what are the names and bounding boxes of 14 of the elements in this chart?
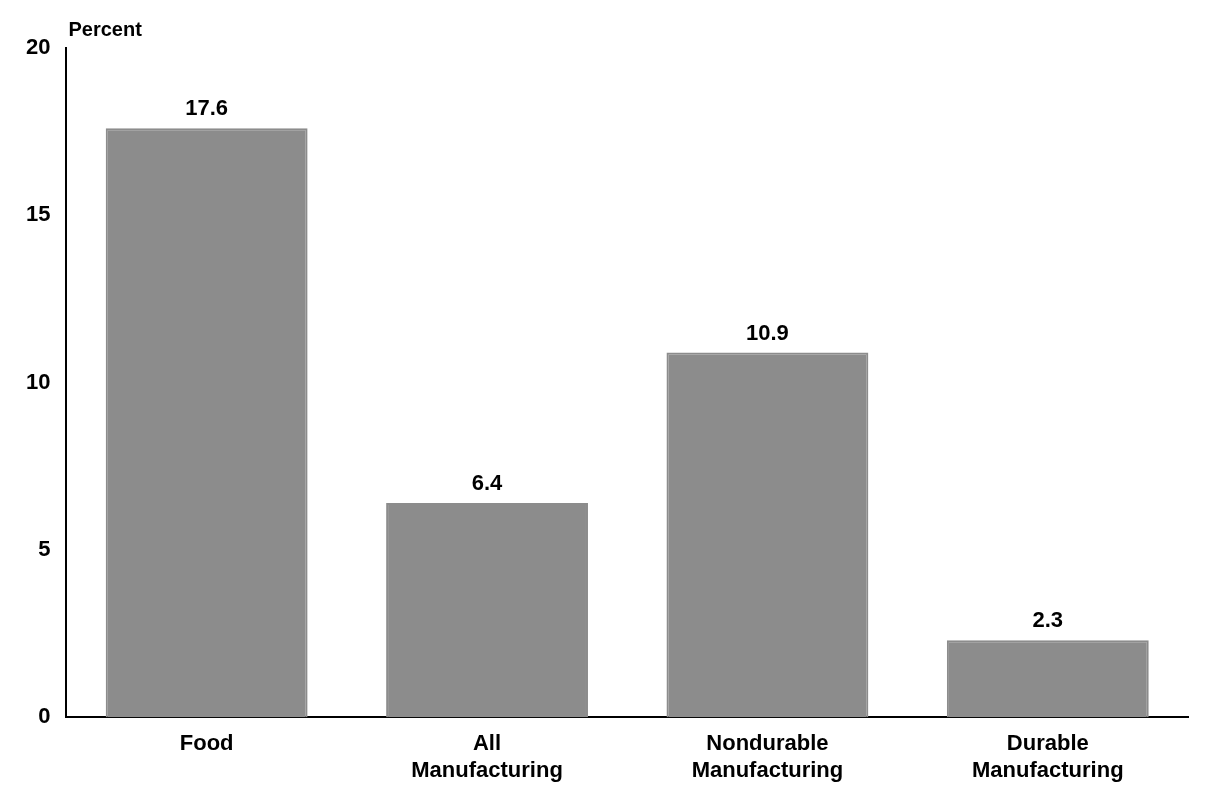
y-axis-title: Percent: [68, 17, 143, 40]
data-label: 6.4: [471, 470, 504, 496]
data-label: 17.6: [185, 95, 229, 121]
data-label: 2.3: [1032, 607, 1064, 633]
y-tick-label: 0: [38, 703, 51, 729]
y-tick-label: 10: [25, 368, 51, 394]
x-tick-label: Nondurable Manufacturing: [691, 730, 844, 782]
x-tick-label: Food: [179, 730, 234, 756]
y-tick-label: 20: [25, 34, 51, 60]
y-tick-label: 5: [38, 535, 51, 561]
y-tick-label: 15: [25, 201, 51, 227]
data-label: 10.9: [746, 319, 789, 345]
x-tick-label: Durable Manufacturing: [972, 730, 1124, 782]
x-tick-label: All Manufacturing: [411, 730, 563, 782]
